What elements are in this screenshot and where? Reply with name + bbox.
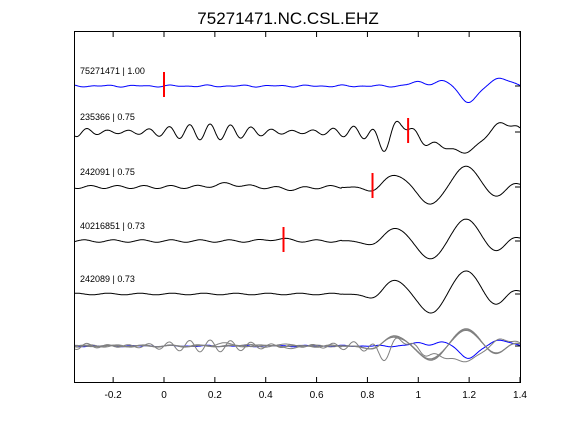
plot-frame xyxy=(74,31,521,383)
trace-line xyxy=(74,218,521,260)
x-tick-label: 0.2 xyxy=(208,390,222,401)
overlay-trace xyxy=(75,328,521,361)
trace-line xyxy=(74,120,521,154)
overlay-trace xyxy=(74,339,521,359)
x-tick-label: 1.4 xyxy=(513,390,527,401)
chart-title: 75271471.NC.CSL.EHZ xyxy=(197,9,378,28)
trace-label: 242091 | 0.75 xyxy=(80,167,135,177)
x-tick-label: -0.2 xyxy=(105,390,123,401)
trace-label: 75271471 | 1.00 xyxy=(80,66,145,76)
overlay-trace xyxy=(74,329,521,360)
trace-label: 40216851 | 0.73 xyxy=(80,221,145,231)
trace-line xyxy=(75,270,521,314)
trace-label: 235366 | 0.75 xyxy=(80,112,135,122)
x-tick-label: 1.2 xyxy=(462,390,476,401)
trace-line xyxy=(74,165,521,205)
trace-line xyxy=(74,77,521,103)
overlay-trace xyxy=(74,329,521,360)
x-tick-label: 0 xyxy=(161,390,167,401)
x-tick-label: 0.8 xyxy=(360,390,374,401)
trace-label: 242089 | 0.73 xyxy=(80,274,135,284)
x-tick-label: 1 xyxy=(416,390,422,401)
overlay-trace xyxy=(74,337,521,363)
x-tick-label: 0.6 xyxy=(310,390,324,401)
x-tick-label: 0.4 xyxy=(259,390,273,401)
